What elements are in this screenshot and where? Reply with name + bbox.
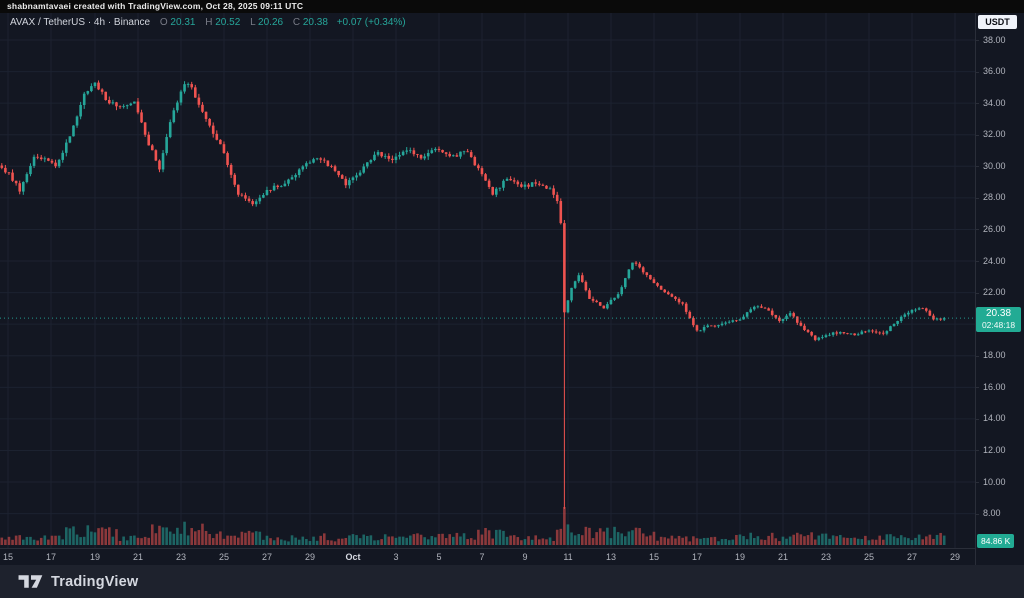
price-tick-mark <box>976 103 979 105</box>
time-tick-label: 3 <box>393 552 399 562</box>
price-tick-label: 26.00 <box>983 223 1006 234</box>
price-tick-mark <box>976 292 979 294</box>
price-tick-label: 30.00 <box>983 160 1006 171</box>
price-tick-mark <box>976 261 979 263</box>
attribution-bar: shabnamtavaei created with TradingView.c… <box>0 0 1024 13</box>
time-tick-label: 9 <box>522 552 528 562</box>
price-tick-label: 36.00 <box>983 66 1006 77</box>
price-tick-mark <box>976 355 979 357</box>
price-tick-label: 10.00 <box>983 476 1006 487</box>
price-tick-label: 28.00 <box>983 192 1006 203</box>
time-tick-label: 11 <box>563 552 573 562</box>
price-tick-mark <box>976 197 979 199</box>
time-tick-label: 21 <box>777 552 788 562</box>
price-tick-mark <box>976 418 979 420</box>
time-axis[interactable]: 15 17 19 21 23 25 27 29 Oct 3 5 7 9 11 13 15 17 19 21 23 25 2… <box>0 548 975 566</box>
time-tick-label: 15 <box>648 552 659 562</box>
time-tick-label: 17 <box>45 552 56 562</box>
price-tick-mark <box>976 229 979 231</box>
price-tick-label: 12.00 <box>983 444 1006 455</box>
price-tick-mark <box>976 450 979 452</box>
price-tick-mark <box>976 71 979 73</box>
last-price-badge[interactable]: 20.38 02:48:18 <box>976 307 1021 332</box>
time-tick-label: 29 <box>949 552 960 562</box>
ohlc-open-value: 20.31 <box>170 17 196 28</box>
time-tick-label: 19 <box>89 552 100 562</box>
time-tick-label: 7 <box>479 552 485 562</box>
price-tick-mark <box>976 482 979 484</box>
time-tick-label: 15 <box>2 552 13 562</box>
time-tick-label: 19 <box>734 552 745 562</box>
ohlc-low-label: L <box>250 17 256 28</box>
currency-badge: USDT <box>978 15 1017 29</box>
attribution-text: shabnamtavaei created with TradingView.c… <box>7 1 304 11</box>
price-tick-mark <box>976 134 979 136</box>
price-tick-mark <box>976 40 979 41</box>
price-tick-label: 18.00 <box>983 350 1006 361</box>
time-tick-label: 23 <box>820 552 831 562</box>
price-tick-label: 14.00 <box>983 413 1006 424</box>
tradingview-logo[interactable]: TradingView <box>18 573 138 590</box>
price-tick-mark <box>976 166 979 168</box>
ohlc-close-label: C <box>292 17 301 28</box>
price-tick-label: 22.00 <box>983 287 1006 298</box>
price-tick-label: 32.00 <box>983 129 1006 140</box>
time-tick-label: 5 <box>436 552 442 562</box>
ohlc-low-value: 20.26 <box>258 17 284 28</box>
time-tick-label: 25 <box>218 552 229 562</box>
time-tick-label: 21 <box>132 552 143 562</box>
time-tick-label: 27 <box>261 552 272 562</box>
time-tick-label: 23 <box>175 552 186 562</box>
time-tick-label: 25 <box>863 552 874 562</box>
time-tick-label: 17 <box>691 552 702 562</box>
tradingview-logo-icon <box>18 575 43 588</box>
price-tick-label: 24.00 <box>983 255 1006 266</box>
footer-bar: TradingView <box>0 565 1024 598</box>
price-tick-mark <box>976 513 979 515</box>
time-tick-label: 27 <box>906 552 917 562</box>
symbol-legend: AVAX / TetherUS · 4h · Binance O 20.31 H… <box>10 17 406 28</box>
price-change: +0.07 (+0.34%) <box>336 17 406 28</box>
volume-badge: 84.86 K <box>977 534 1015 548</box>
price-tick-label: 8.00 <box>983 508 1001 519</box>
last-price-value: 20.38 <box>985 308 1012 319</box>
price-chart-pane[interactable] <box>0 0 975 548</box>
price-tick-label: 38.00 <box>983 34 1006 45</box>
time-tick-label: 29 <box>304 552 315 562</box>
price-tick-label: 16.00 <box>983 381 1006 392</box>
bar-countdown: 02:48:18 <box>981 320 1016 330</box>
price-axis[interactable]: 38.00 36.00 34.00 32.00 30.00 28.00 26.00 24.00… <box>975 13 1024 565</box>
time-tick-label: 13 <box>605 552 616 562</box>
ohlc-open-label: O <box>159 17 168 28</box>
time-tick-label: Oct <box>345 552 361 562</box>
tradingview-logo-text: TradingView <box>51 573 139 590</box>
ohlc-high-value: 20.52 <box>215 17 241 28</box>
price-tick-mark <box>976 387 979 389</box>
symbol-title[interactable]: AVAX / TetherUS · 4h · Binance <box>10 17 151 28</box>
ohlc-high-label: H <box>205 17 213 28</box>
price-tick-label: 34.00 <box>983 97 1006 108</box>
ohlc-close-value: 20.38 <box>302 17 328 28</box>
